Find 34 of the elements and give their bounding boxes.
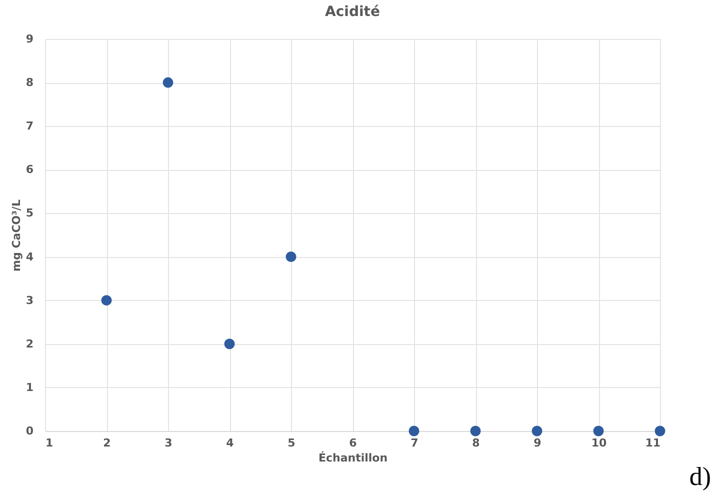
x-tick-label: 6	[349, 436, 358, 450]
x-axis-title: Échantillon	[318, 450, 388, 464]
text: d)	[689, 462, 711, 492]
point	[162, 77, 174, 88]
point	[286, 252, 296, 262]
x-tick-label: 10	[591, 436, 607, 450]
x-tick-label: 8	[472, 436, 480, 450]
y-tick-label: 9	[26, 32, 34, 46]
x-tick-label: 4	[226, 436, 234, 450]
y-tick-label: 3	[26, 294, 34, 307]
y-axis-title: mg CaCO³/L	[10, 200, 23, 272]
x-tick-label: 2	[103, 436, 111, 450]
y-tick-label: 8	[26, 76, 34, 90]
point	[654, 426, 666, 436]
x-tick-label: 3	[164, 436, 172, 450]
point	[532, 426, 542, 436]
y-tick-label: 7	[26, 120, 34, 133]
x-tick-label: 9	[534, 436, 542, 450]
y-tick-label: 2	[26, 337, 34, 350]
point	[470, 426, 481, 436]
x-tick-label: 11	[645, 436, 660, 450]
point	[408, 426, 420, 436]
x-tick-label: 5	[288, 436, 296, 450]
y-tick-label: 6	[26, 163, 34, 176]
y-tick-label: 5	[26, 206, 34, 220]
x-tick-label: 7	[410, 436, 418, 450]
point	[224, 338, 235, 350]
point	[101, 295, 112, 306]
y-tick-label: 4	[26, 250, 34, 264]
y-tick-label: 0	[26, 424, 34, 438]
y-tick-label: 1	[26, 380, 34, 394]
chart-title: Acidité	[325, 4, 380, 20]
point	[593, 426, 604, 436]
x-tick-label: 1	[46, 436, 54, 450]
